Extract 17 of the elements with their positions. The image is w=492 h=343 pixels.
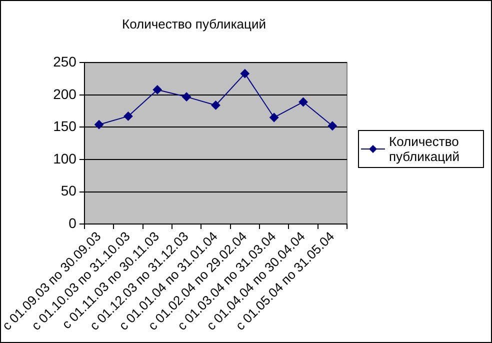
point [270, 112, 279, 122]
legend-label: Количество публикаций [389, 134, 461, 164]
y-tick-label: 150 [53, 118, 77, 134]
point [298, 97, 308, 106]
point [124, 112, 133, 121]
point [182, 92, 192, 102]
point [328, 121, 337, 130]
y-tick-label: 50 [60, 182, 77, 199]
point [211, 100, 220, 110]
y-tick-label: 250 [53, 53, 77, 70]
y-tick-label: 100 [53, 150, 77, 166]
chart-title: Количество публикаций [122, 16, 266, 32]
point [240, 69, 250, 78]
point [94, 120, 104, 130]
y-tick-label: 0 [68, 214, 77, 231]
y-tick-label: 200 [53, 86, 77, 102]
point [152, 85, 162, 94]
